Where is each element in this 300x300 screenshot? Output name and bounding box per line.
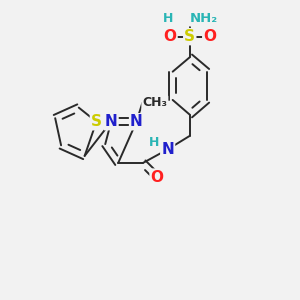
Text: O: O — [151, 169, 164, 184]
Text: N: N — [105, 114, 118, 129]
Text: H: H — [148, 136, 159, 149]
Text: S: S — [184, 29, 195, 44]
Text: H: H — [163, 13, 174, 26]
Text: O: O — [203, 29, 216, 44]
Text: N: N — [161, 142, 174, 157]
Text: O: O — [164, 29, 176, 44]
Text: CH₃: CH₃ — [142, 96, 167, 110]
Text: NH₂: NH₂ — [190, 13, 218, 26]
Text: N: N — [130, 114, 143, 129]
Text: S: S — [91, 114, 102, 129]
